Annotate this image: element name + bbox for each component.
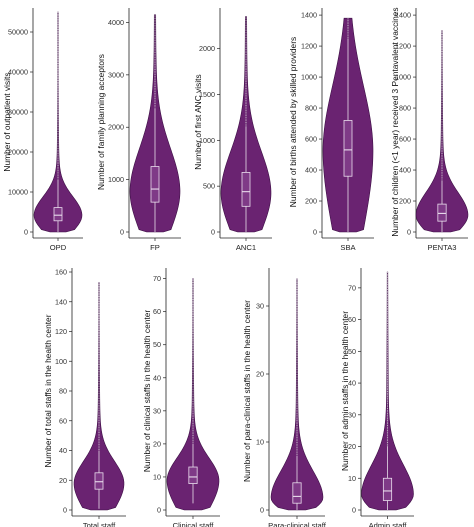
category-label: FP [150,243,160,252]
y-tick-label: 2000 [199,44,215,53]
y-tick-label: 0 [120,228,124,237]
y-tick-label: 1000 [395,73,411,82]
y-tick-label: 0 [407,228,411,237]
y-axis-label: Number of first ANC visits [193,74,203,169]
category-label: ANC1 [236,243,256,252]
category-label: Admin staff [369,521,408,527]
y-tick-label: 60 [59,416,67,425]
category-label: PENTA3 [428,243,457,252]
y-tick-label: 1000 [301,73,317,82]
y-tick-label: 1200 [301,42,317,51]
y-tick-label: 60 [348,315,356,324]
iqr-box [53,207,63,222]
y-tick-label: 800 [399,104,411,113]
y-tick-label: 40000 [8,68,28,77]
violin-panel-8: 0 10 20 30 40 50 60 70 Admin staff Number of admi… [340,268,414,527]
y-tick-label: 10 [256,438,264,447]
y-tick-label: 3000 [108,70,124,79]
y-tick-label: 0 [211,228,215,237]
y-tick-label: 100 [55,357,67,366]
y-tick-label: 40 [59,446,67,455]
y-tick-label: 30 [153,406,161,415]
iqr-box [437,203,447,222]
y-axis-label: Number of births attended by skilled pro… [288,37,298,207]
y-tick-label: 500 [203,182,215,191]
iqr-box [241,172,251,207]
category-label: SBA [340,243,356,252]
y-tick-label: 0 [24,228,28,237]
y-tick-label: 50000 [8,28,28,37]
category-label: Para-clinical staff [268,521,327,527]
y-tick-label: 200 [399,197,411,206]
y-axis-label: Number of admin staffs in the health cen… [340,311,350,471]
y-tick-label: 400 [399,166,411,175]
violin-panel-4: 0 200 400 600 800 1000 1200 1400 PENTA3 Number of… [390,7,469,252]
y-tick-label: 0 [260,506,264,515]
y-tick-label: 20000 [8,148,28,157]
y-tick-label: 600 [305,135,317,144]
y-axis-label: Number of total staffs in the health cen… [43,314,53,467]
iqr-box [188,466,198,484]
y-tick-label: 120 [55,327,67,336]
violin-panel-6: 0 10 20 30 40 50 60 70 Clinical staff Number of c… [142,268,220,527]
y-tick-label: 40 [348,379,356,388]
violin-panel-2: 0 500 1000 1500 2000 ANC1 Number of first ANC … [193,8,272,252]
iqr-box [150,166,160,203]
y-tick-label: 30000 [8,108,28,117]
y-tick-label: 1400 [301,11,317,20]
y-tick-label: 50 [348,347,356,356]
y-tick-label: 1000 [199,136,215,145]
y-tick-label: 1200 [395,42,411,51]
category-label: OPD [50,243,67,252]
y-axis-label: Number of outpatient visits [2,72,12,171]
iqr-box [343,120,353,177]
y-axis-label: Number of family planning acceptors [96,54,106,190]
y-tick-label: 80 [59,387,67,396]
y-tick-label: 20 [256,370,264,379]
category-label: Clinical staff [173,521,215,527]
y-tick-label: 600 [399,135,411,144]
y-axis-label: Number of children (<1 year) received 3 … [390,7,400,236]
y-axis-label: Number of clinical staffs in the health … [142,310,152,473]
iqr-box [382,477,393,501]
y-tick-label: 1000 [108,175,124,184]
y-tick-label: 160 [55,268,67,277]
y-tick-label: 10 [153,472,161,481]
y-tick-label: 0 [63,506,67,515]
y-tick-label: 70 [153,274,161,283]
y-tick-label: 200 [305,197,317,206]
y-tick-label: 0 [313,228,317,237]
y-tick-label: 70 [348,283,356,292]
y-tick-label: 2000 [108,123,124,132]
y-tick-label: 50 [153,340,161,349]
y-tick-label: 10000 [8,188,28,197]
y-tick-label: 4000 [108,18,124,27]
y-tick-label: 0 [352,506,356,515]
y-tick-label: 40 [153,373,161,382]
violin-panel-7: 0 10 20 30 Para-clinical staff Number of para… [242,268,327,527]
y-tick-label: 20 [59,476,67,485]
y-tick-label: 30 [256,302,264,311]
y-tick-label: 1500 [199,90,215,99]
y-tick-label: 20 [153,439,161,448]
violin-shape [73,282,125,511]
category-label: Total staff [83,521,116,527]
y-tick-label: 60 [153,307,161,316]
iqr-box [292,482,302,504]
violin-panel-1: 0 1000 2000 3000 4000 FP Number of family plan… [96,8,181,252]
violin-panel-5: 0 20 40 60 80 100 120 140 160 Total staff Number o… [43,268,126,527]
y-tick-label: 140 [55,297,67,306]
y-axis-label: Number of para-clinical staffs in the he… [242,300,252,482]
violin-panel-3: 0 200 400 600 800 1000 1200 1400 SBA Number of bi… [288,8,374,252]
y-tick-label: 20 [348,442,356,451]
violin-panel-0: 0 10000 20000 30000 40000 50000 OPD Number of o… [2,8,83,252]
iqr-box [94,472,104,490]
y-tick-label: 30 [348,410,356,419]
y-tick-label: 400 [305,166,317,175]
y-tick-label: 1400 [395,11,411,20]
y-tick-label: 800 [305,104,317,113]
y-tick-label: 10 [348,474,356,483]
y-tick-label: 0 [157,506,161,515]
